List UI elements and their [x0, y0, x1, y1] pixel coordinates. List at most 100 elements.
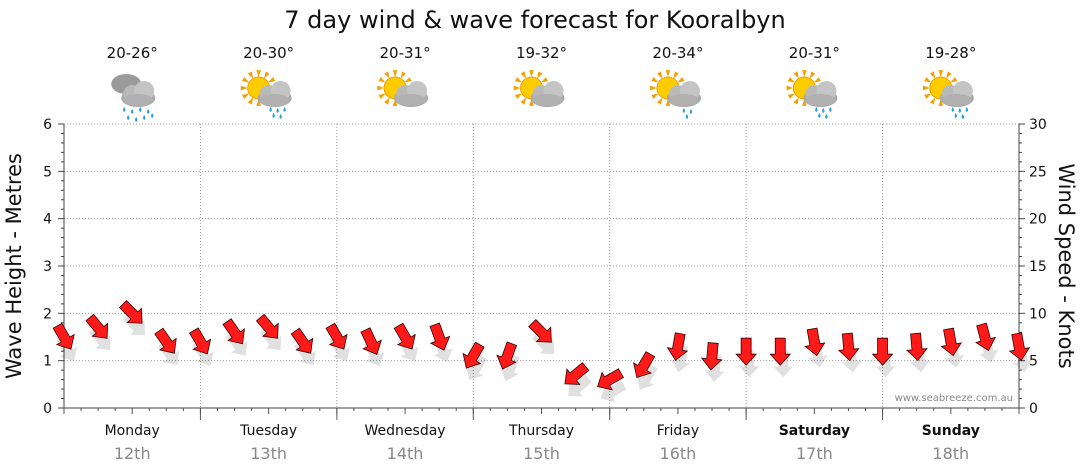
sun-cloud-rain-icon	[786, 70, 838, 119]
rain-drop	[815, 107, 818, 112]
sun-ray	[924, 77, 932, 83]
temperature-label: 20-31°	[789, 44, 840, 62]
cloud-part	[941, 94, 972, 106]
wind-arrow	[804, 327, 826, 357]
rain-drop	[958, 108, 962, 113]
sun-ray	[514, 93, 522, 99]
cloud	[394, 81, 429, 107]
sun-cloud-shower-icon	[650, 70, 701, 119]
wind-arrow-shadow	[636, 363, 658, 390]
day-date-label: 15th	[523, 444, 560, 463]
wind-arrow	[1008, 332, 1031, 361]
rain-drop	[138, 107, 142, 112]
sun-ray	[813, 77, 821, 83]
rain-drop	[682, 108, 686, 113]
day-date-label: 14th	[387, 444, 424, 463]
cloud	[530, 81, 565, 107]
sun-ray	[673, 71, 679, 79]
rain-drop	[134, 117, 138, 122]
wind-arrow	[633, 351, 656, 379]
sun-cloud-rain-icon	[922, 70, 974, 119]
sun-ray	[529, 70, 534, 77]
wind-arrow	[222, 318, 245, 345]
temperature-label: 20-34°	[652, 44, 703, 62]
wind-arrow	[564, 362, 590, 385]
day-name-label: Thursday	[508, 423, 574, 439]
sun-ray	[378, 77, 386, 83]
sun-ray	[242, 93, 250, 99]
sun-ray	[242, 77, 250, 83]
left-tick-label: 4	[43, 212, 52, 228]
grid-lines	[64, 123, 1019, 362]
day-date-label: 13th	[250, 444, 287, 463]
day-name-label: Wednesday	[365, 423, 446, 439]
sun-ray	[651, 93, 659, 99]
wind-arrow	[154, 327, 177, 354]
wind-arrow-shadow	[567, 374, 592, 397]
rain-drop	[822, 108, 825, 113]
sun-ray	[256, 70, 261, 77]
sun-ray	[677, 77, 685, 83]
wind-arrow	[528, 318, 552, 343]
wind-arrow	[52, 322, 75, 350]
day-labels: Monday 12th Tuesday 13th Wednesday 14th Thursd…	[105, 423, 980, 463]
rain-drop	[126, 115, 130, 120]
chart-title: 7 day wind & wave forecast for Kooralbyn	[284, 6, 785, 34]
temperature-label: 20-30°	[243, 44, 294, 62]
sun-ray	[650, 85, 657, 91]
right-tick-label: 30	[1029, 117, 1047, 133]
wind-arrow	[189, 327, 212, 355]
sun-ray	[929, 71, 936, 79]
right-tick-label: 20	[1029, 212, 1047, 228]
rain-drop	[829, 107, 832, 112]
right-tick-label: 10	[1029, 306, 1047, 322]
sun-cloud-icon	[513, 70, 565, 107]
rain-drop	[965, 107, 969, 112]
day-name-label: Saturday	[779, 423, 850, 439]
sun-ray	[541, 77, 549, 83]
sun-ray	[514, 77, 522, 83]
right-axis-title: Wind Speed - Knots	[1054, 163, 1078, 368]
temperature-label: 20-26°	[107, 44, 158, 62]
sun-ray	[404, 77, 412, 83]
sun-ray	[377, 85, 385, 91]
rain-drop	[269, 107, 272, 112]
sun-ray	[392, 99, 398, 106]
wind-arrow	[735, 337, 758, 366]
sun-ray	[787, 93, 795, 99]
left-tick-label: 2	[43, 306, 52, 322]
wind-arrow	[462, 341, 485, 369]
sun-ray	[247, 97, 254, 105]
sun-ray	[513, 85, 521, 91]
wind-arrow	[85, 313, 109, 339]
sun-ray	[240, 85, 248, 91]
day-separators	[63, 124, 1020, 420]
wind-arrow	[700, 342, 723, 371]
wind-arrow	[597, 368, 625, 391]
rain-drop	[689, 109, 693, 114]
right-tick-label: 0	[1029, 401, 1038, 417]
wind-arrow	[940, 327, 962, 357]
wind-arrow	[255, 313, 279, 339]
cloud	[121, 81, 156, 107]
sun-ray	[656, 97, 663, 105]
wind-arrow	[769, 337, 792, 366]
wind-arrow-shadow	[531, 331, 555, 355]
left-tick-label: 5	[43, 164, 52, 180]
day-date-label: 16th	[660, 444, 697, 463]
sun-ray	[809, 71, 816, 79]
cloud	[939, 81, 974, 107]
day-date-label: 12th	[114, 444, 151, 463]
right-tick-label: 15	[1029, 259, 1047, 275]
sun-ray	[378, 93, 386, 99]
cloud-part	[259, 94, 290, 106]
wind-arrow	[837, 332, 860, 362]
day-name-label: Friday	[657, 423, 699, 439]
cloud-part	[668, 94, 699, 106]
sun-ray	[256, 99, 261, 106]
cloud-part	[805, 94, 836, 106]
sun-ray	[520, 97, 526, 105]
sun-ray	[802, 99, 807, 106]
left-tick-label: 6	[43, 117, 52, 133]
day-name-label: Sunday	[922, 423, 980, 439]
